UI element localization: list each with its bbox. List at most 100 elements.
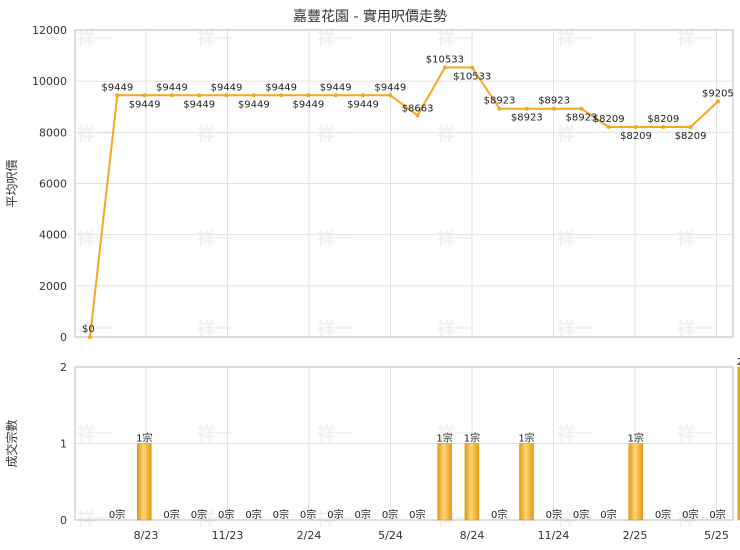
volume-data-label: 0宗 [655, 508, 671, 521]
watermark-text: 祥一 [557, 423, 593, 445]
price-point[interactable] [333, 93, 338, 98]
watermark-text: 祥一 [437, 228, 473, 250]
price-point[interactable] [442, 65, 447, 70]
price-data-label: $10533 [453, 72, 491, 83]
price-point[interactable] [661, 124, 666, 129]
price-point[interactable] [224, 93, 229, 98]
price-data-label: $8209 [647, 114, 679, 125]
volume-bar[interactable] [464, 443, 480, 521]
price-data-label: $8663 [402, 103, 434, 114]
price-y-tick-label: 10000 [32, 75, 67, 88]
watermark-text: 祥一 [317, 28, 353, 50]
price-data-label: $9449 [183, 99, 215, 110]
watermark-text: 祥一 [317, 228, 353, 250]
price-point[interactable] [279, 93, 284, 98]
price-data-label: $9449 [211, 82, 243, 93]
volume-bar[interactable] [437, 443, 452, 521]
watermark-text: 祥一 [437, 318, 473, 340]
watermark-text: 祥一 [557, 28, 593, 50]
price-data-label: $9449 [374, 82, 406, 93]
watermark-text: 祥一 [317, 508, 353, 530]
price-chart: 0 2000 4000 6000 8000 10000 12000 平均呎價 $0 $9449 $9… [5, 24, 734, 344]
price-point[interactable] [688, 124, 693, 129]
watermark-text: 祥一 [197, 508, 233, 530]
volume-data-label: 1宗 [136, 432, 152, 445]
price-data-label: $9449 [238, 99, 270, 110]
watermark-text: 祥一 [677, 423, 713, 445]
volume-y-axis-label: 成交宗數 [4, 419, 19, 467]
x-tick-label: 2/24 [297, 529, 322, 542]
volume-bar[interactable] [137, 443, 152, 521]
volume-bar[interactable] [737, 366, 740, 521]
watermark-text: 祥一 [197, 28, 233, 50]
volume-data-label: 0宗 [109, 508, 125, 521]
volume-data-label: 1宗 [436, 432, 452, 445]
price-point[interactable] [606, 124, 611, 129]
price-point[interactable] [552, 106, 557, 111]
price-data-label: $9449 [347, 99, 379, 110]
volume-data-label: 0宗 [600, 508, 616, 521]
price-point[interactable] [115, 93, 120, 98]
watermark-text: 祥一 [77, 423, 113, 445]
price-data-label: $8209 [593, 114, 625, 125]
watermark-text: 祥一 [677, 318, 713, 340]
price-point[interactable] [715, 99, 720, 104]
watermark-text: 祥一 [77, 318, 113, 340]
volume-bar[interactable] [519, 443, 534, 521]
price-point[interactable] [88, 335, 92, 339]
volume-data-label: 0宗 [491, 508, 507, 521]
price-data-label: $8209 [675, 131, 707, 142]
x-tick-label: 8/24 [460, 529, 485, 542]
chart-title: 嘉豐花園 - 實用呎價走勢 [293, 8, 447, 25]
watermark-text: 祥一 [317, 123, 353, 145]
price-point[interactable] [197, 93, 202, 98]
watermark-text: 祥一 [77, 28, 113, 50]
price-point[interactable] [497, 106, 502, 111]
volume-chart: 0 1 2 8/23 11/23 2/24 5/24 8/24 11/24 2/25 5/25 成交宗… [4, 355, 740, 542]
volume-bar[interactable] [628, 443, 643, 521]
volume-data-label: 0宗 [327, 508, 343, 521]
price-data-label: $10533 [426, 55, 464, 66]
price-point[interactable] [306, 93, 311, 98]
price-series-line [89, 66, 719, 338]
volume-data-label: 2宗 [737, 355, 740, 368]
watermark-text: 祥一 [197, 228, 233, 250]
volume-data-label: 0宗 [382, 508, 398, 521]
price-y-tick-label: 0 [60, 331, 67, 344]
volume-data-label: 1宗 [628, 432, 644, 445]
price-data-label: $8923 [511, 113, 543, 124]
price-point[interactable] [579, 106, 584, 111]
price-point[interactable] [142, 93, 147, 98]
price-point[interactable] [251, 93, 256, 98]
volume-data-label: 0宗 [682, 508, 698, 521]
volume-data-label: 0宗 [163, 508, 179, 521]
watermark-text: 祥一 [437, 123, 473, 145]
price-point[interactable] [169, 93, 174, 98]
price-data-label: $9449 [292, 99, 324, 110]
watermark-text: 祥一 [197, 318, 233, 340]
price-point[interactable] [415, 113, 420, 118]
price-point[interactable] [388, 93, 393, 98]
volume-data-label: 0宗 [273, 508, 289, 521]
watermark-text: 祥一 [557, 318, 593, 340]
watermark-text: 祥一 [677, 508, 713, 530]
price-data-label: $9449 [265, 82, 297, 93]
volume-data-label: 0宗 [709, 508, 725, 521]
price-point[interactable] [524, 106, 529, 111]
volume-y-tick-label: 2 [60, 361, 67, 374]
price-point[interactable] [470, 65, 475, 70]
volume-data-label: 0宗 [245, 508, 261, 521]
price-data-label: $9449 [101, 82, 133, 93]
price-data-label: $9449 [156, 82, 188, 93]
price-y-tick-label: 12000 [32, 24, 67, 37]
x-tick-label: 11/24 [538, 529, 570, 542]
price-y-tick-label: 6000 [39, 178, 67, 191]
price-data-label: $9449 [129, 99, 161, 110]
price-y-tick-label: 8000 [39, 126, 67, 139]
volume-y-tick-label: 0 [60, 514, 67, 527]
watermark-text: 祥一 [677, 228, 713, 250]
price-point[interactable] [634, 124, 638, 129]
price-point[interactable] [361, 93, 365, 98]
